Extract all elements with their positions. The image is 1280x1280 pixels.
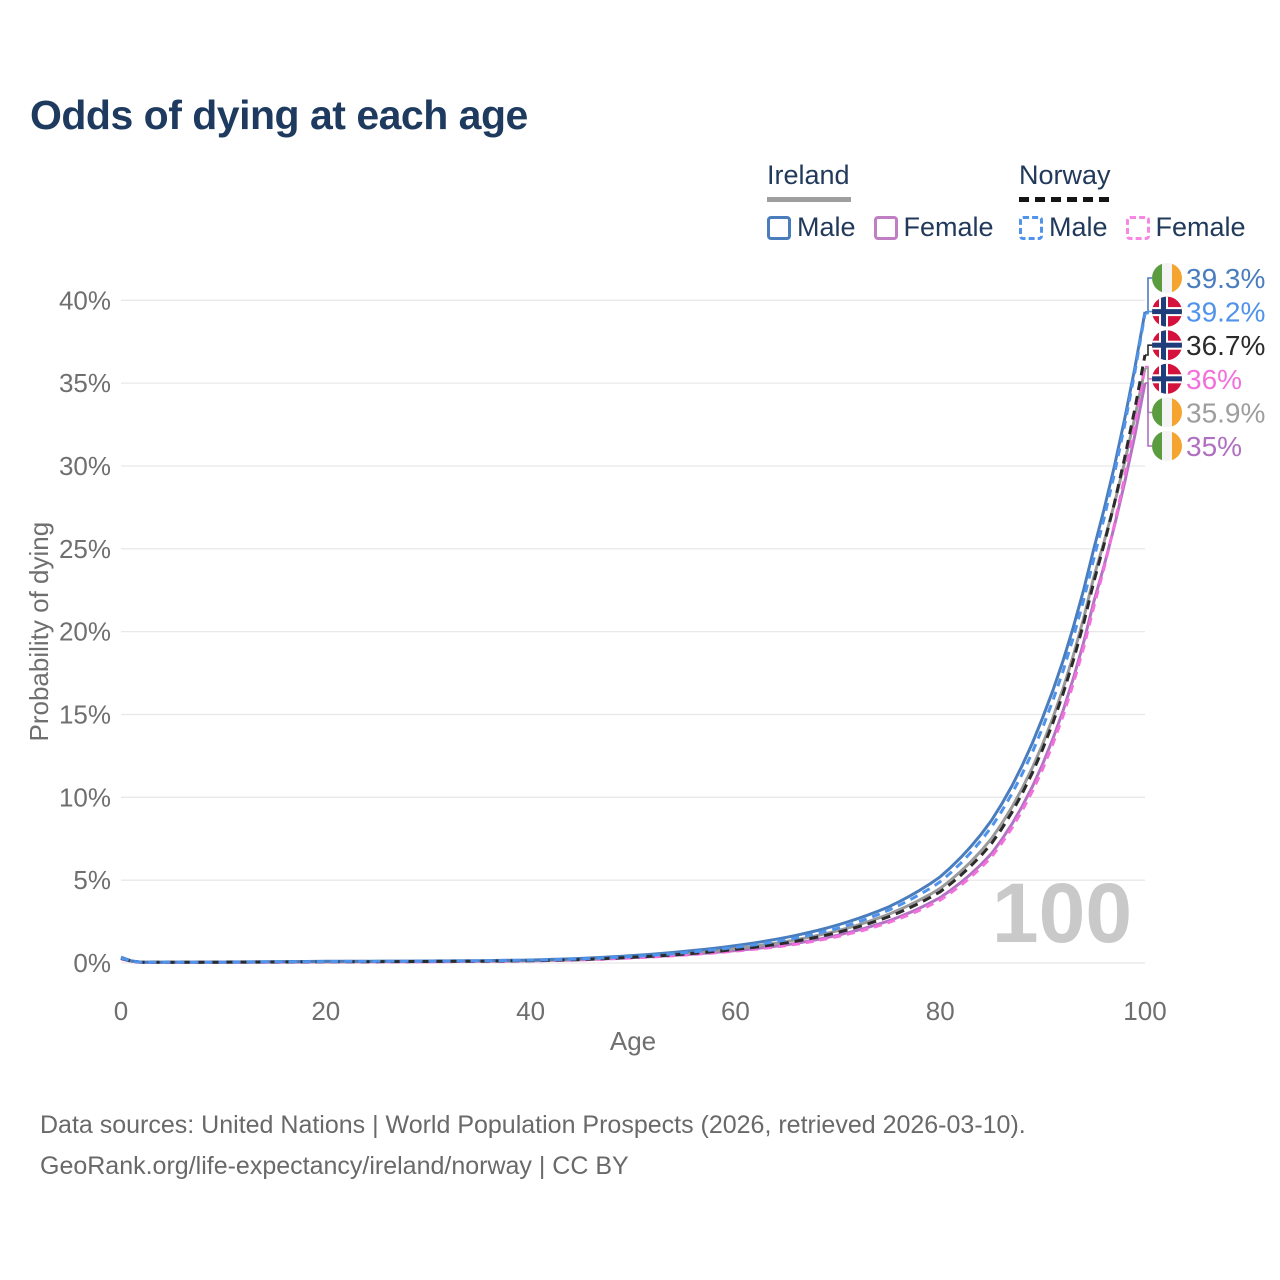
legend-item-ireland-female[interactable]: Female <box>873 212 994 243</box>
y-tick-label: 35% <box>59 368 111 398</box>
footer: Data sources: United Nations | World Pop… <box>40 1105 1026 1187</box>
y-tick-label: 30% <box>59 451 111 481</box>
series-line-ireland-male <box>120 311 1147 964</box>
y-tick-label: 20% <box>59 617 111 647</box>
footer-attribution-line: GeoRank.org/life-expectancy/ireland/norw… <box>40 1152 629 1180</box>
end-label-norway-total: 36.7% <box>1186 330 1265 361</box>
flag-icon-norway <box>1152 330 1182 361</box>
end-label-connector <box>1145 344 1152 356</box>
legend-checkbox-ireland-male[interactable] <box>767 215 791 240</box>
legend-item-norway-male[interactable]: Male <box>1019 212 1108 243</box>
end-label-ireland-male: 39.3% <box>1186 263 1265 294</box>
legend-label-ireland-female: Female <box>903 212 994 242</box>
legend-checkbox-norway-female[interactable] <box>1125 215 1150 240</box>
flag-icon-norway <box>1152 363 1182 394</box>
end-label-norway-male: 39.2% <box>1186 297 1265 328</box>
y-tick-label: 10% <box>59 782 111 812</box>
legend-item-norway-female[interactable]: Female <box>1125 212 1246 243</box>
x-tick-label: 80 <box>926 996 955 1026</box>
flag-icon-ireland <box>1152 397 1182 428</box>
footer-sources-line: Data sources: United Nations | World Pop… <box>40 1111 1026 1139</box>
x-tick-label: 100 <box>1123 996 1166 1026</box>
end-label-connector <box>1145 310 1152 315</box>
y-tick-label: 15% <box>59 699 111 729</box>
legend-header-ireland[interactable]: Ireland <box>767 160 850 190</box>
x-tick-label: 20 <box>311 996 340 1026</box>
series-line-norway-male <box>120 313 1147 964</box>
y-tick-label: 0% <box>73 948 111 978</box>
x-tick-label: 0 <box>114 996 128 1026</box>
end-label-ireland-total: 35.9% <box>1186 397 1265 428</box>
y-axis-title: Probability of dying <box>24 522 54 742</box>
legend-label-norway-female: Female <box>1155 212 1246 242</box>
x-tick-label: 60 <box>721 996 750 1026</box>
age-watermark: 100 <box>992 866 1132 960</box>
legend-underline-norway <box>1019 197 1109 202</box>
end-label-ireland-female: 35% <box>1186 431 1242 462</box>
end-label-connector <box>1145 382 1152 447</box>
end-label-norway-female: 36% <box>1186 364 1242 395</box>
legend-label-ireland-male: Male <box>797 212 856 242</box>
y-tick-label: 5% <box>73 865 111 895</box>
legend-underline-ireland <box>767 197 851 202</box>
x-axis-title: Age <box>610 1026 656 1056</box>
y-tick-label: 25% <box>59 534 111 564</box>
legend-checkbox-norway-male[interactable] <box>1019 215 1043 240</box>
page-title: Odds of dying at each age <box>30 92 528 138</box>
y-tick-label: 40% <box>59 285 111 315</box>
legend-group-norway: Norway Male Female <box>1019 160 1246 243</box>
end-label-connector <box>1145 277 1152 313</box>
legend-label-norway-male: Male <box>1049 212 1108 242</box>
legend-group-ireland: Ireland Male Female <box>767 160 994 243</box>
x-tick-label: 40 <box>516 996 545 1026</box>
flag-icon-ireland <box>1152 263 1182 293</box>
flag-icon-ireland <box>1152 431 1182 461</box>
flag-icon-norway <box>1152 296 1182 327</box>
legend-header-norway[interactable]: Norway <box>1019 160 1111 190</box>
legend-checkbox-ireland-female[interactable] <box>873 215 898 240</box>
legend-item-ireland-male[interactable]: Male <box>767 212 856 243</box>
